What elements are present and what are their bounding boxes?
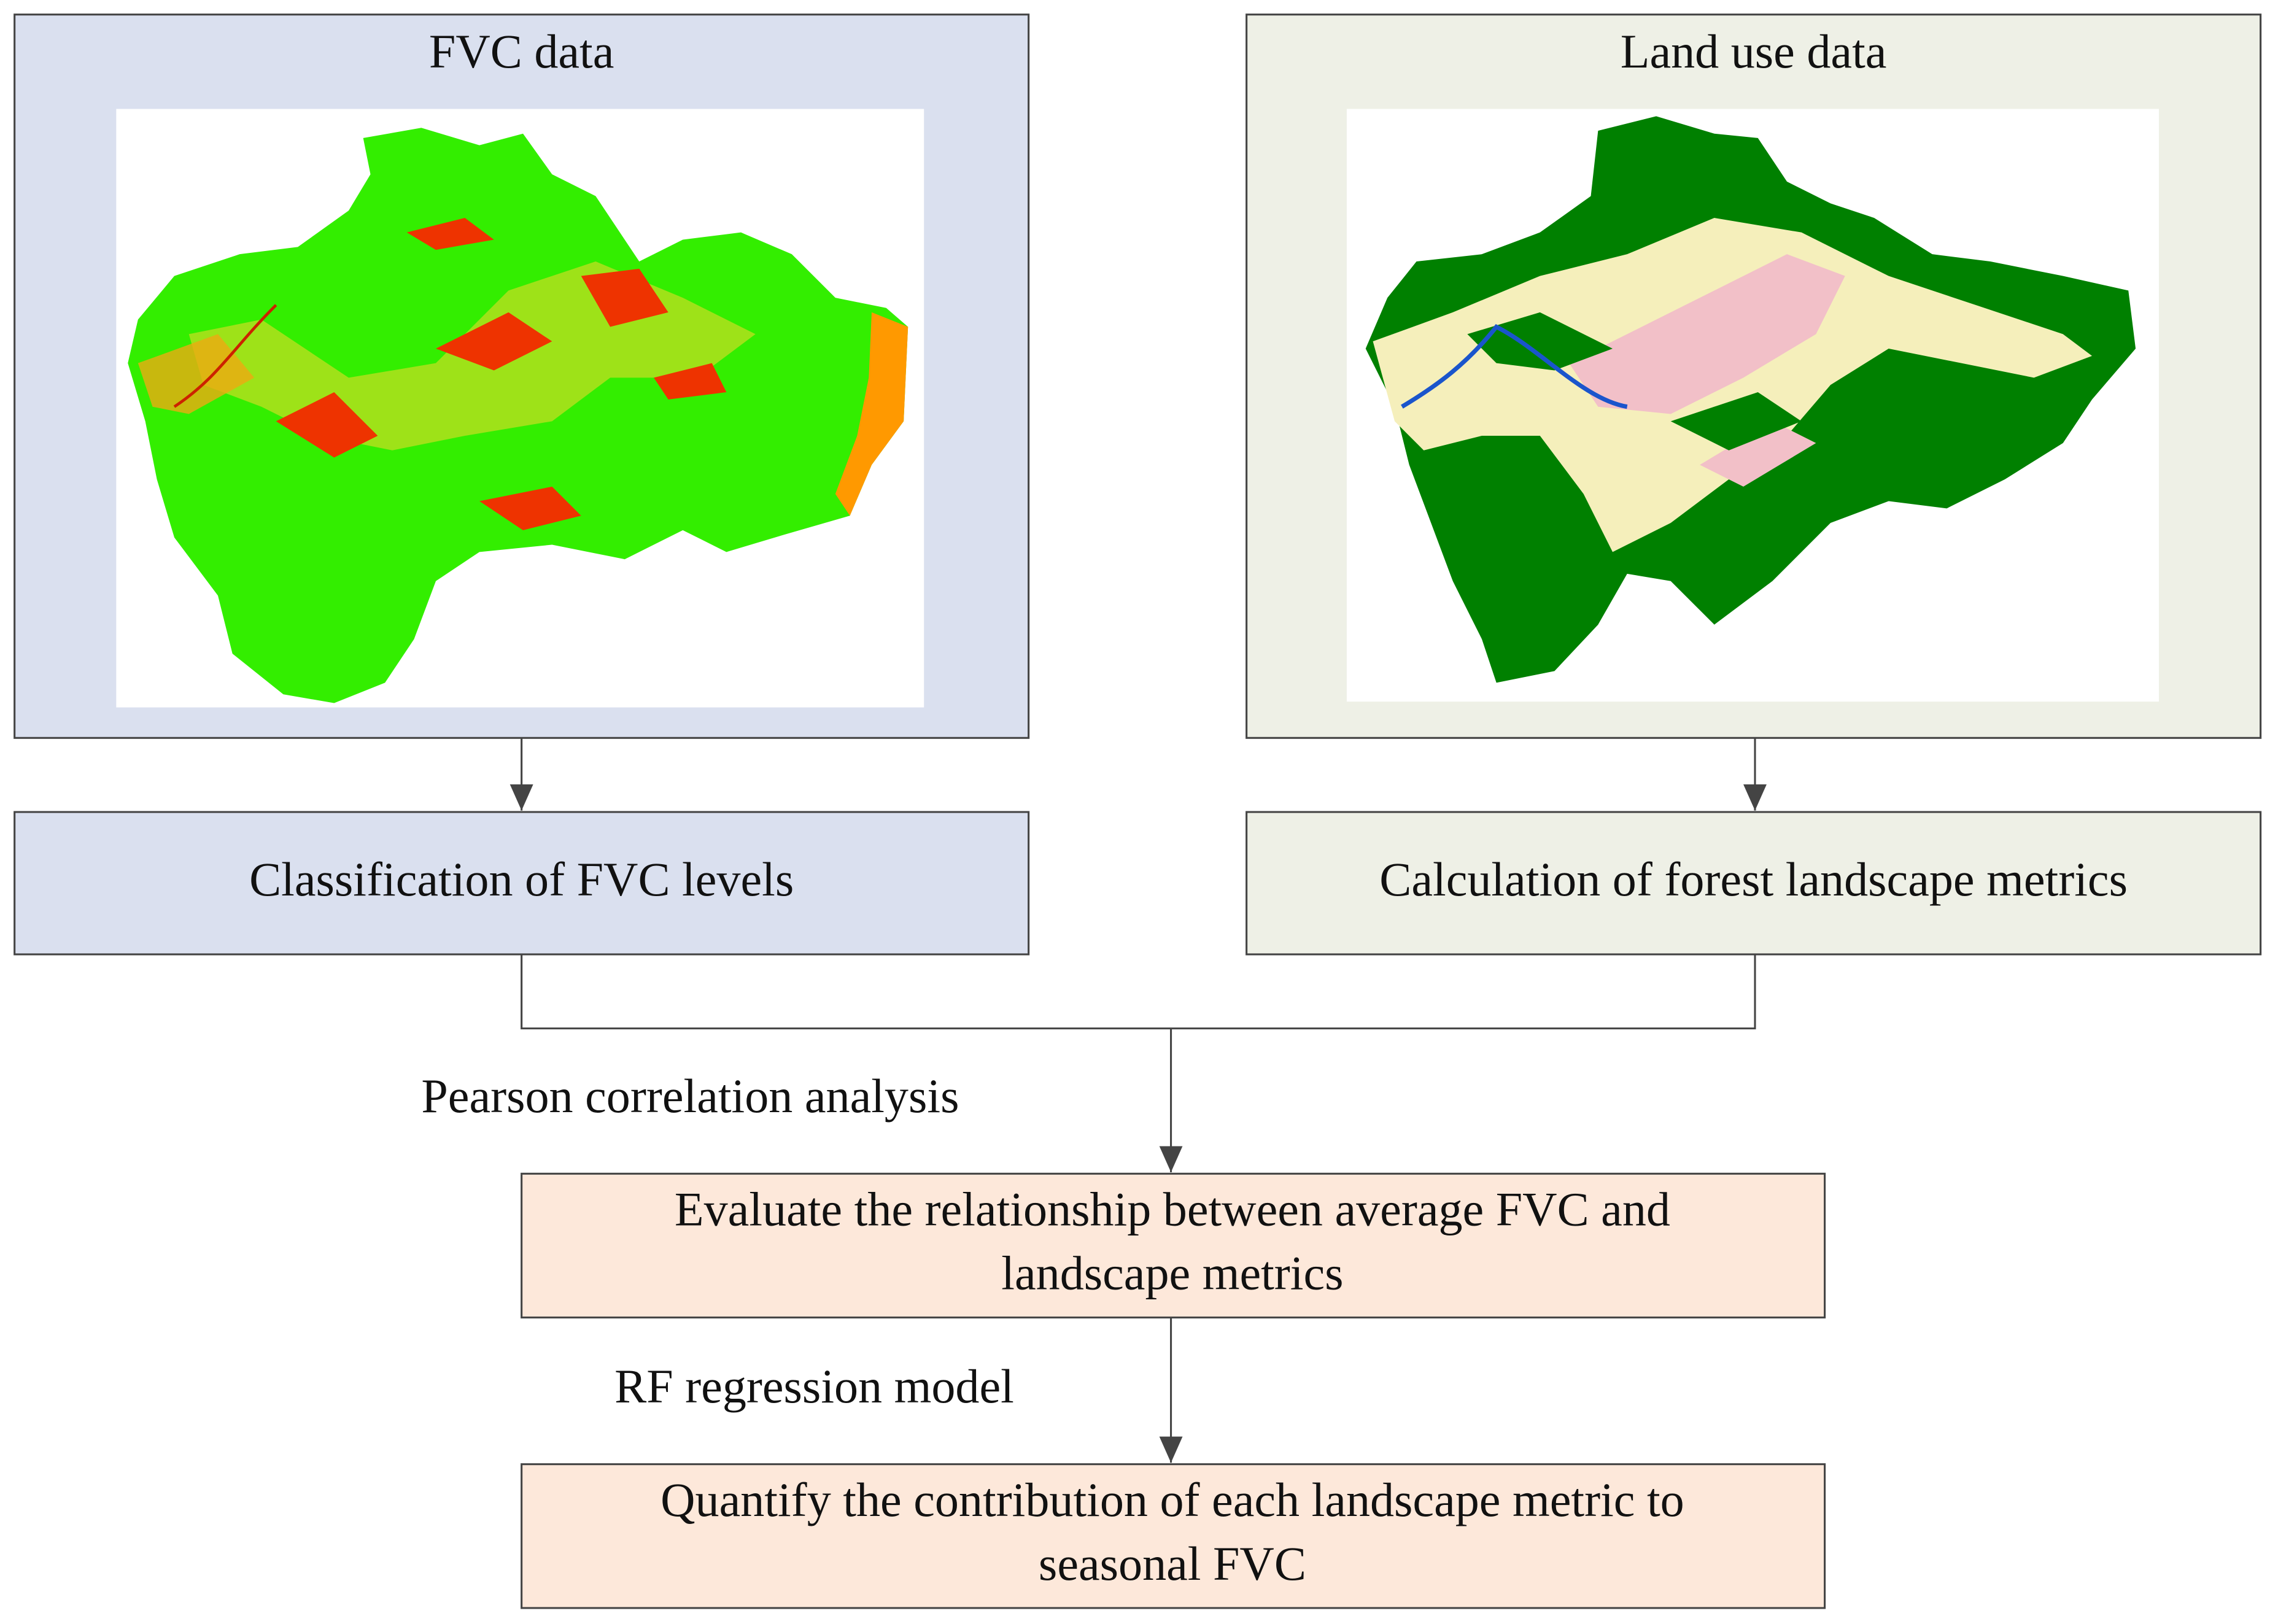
process-box: [1246, 811, 2262, 956]
edge-label: Pearson correlation analysis: [421, 1069, 959, 1123]
connector: [521, 954, 1756, 1030]
box-label: seasonal FVC: [1039, 1537, 1306, 1590]
process-box: [14, 811, 1030, 956]
panel-title: FVC data: [429, 25, 614, 78]
edge-label: RF regression model: [614, 1359, 1014, 1413]
box-label: landscape metrics: [1001, 1247, 1343, 1300]
panel-title: Land use data: [1621, 25, 1887, 78]
fvc-map: [128, 128, 908, 703]
box-label: Evaluate the relationship between averag…: [675, 1183, 1670, 1236]
box-label: Quantify the contribution of each landsc…: [661, 1473, 1684, 1526]
box-label: Calculation of forest landscape metrics: [1379, 853, 2128, 906]
process-box: [521, 1172, 1826, 1319]
process-box: [521, 1463, 1826, 1609]
box-label: Classification of FVC levels: [249, 853, 794, 906]
landuse-map: [1365, 116, 2136, 683]
